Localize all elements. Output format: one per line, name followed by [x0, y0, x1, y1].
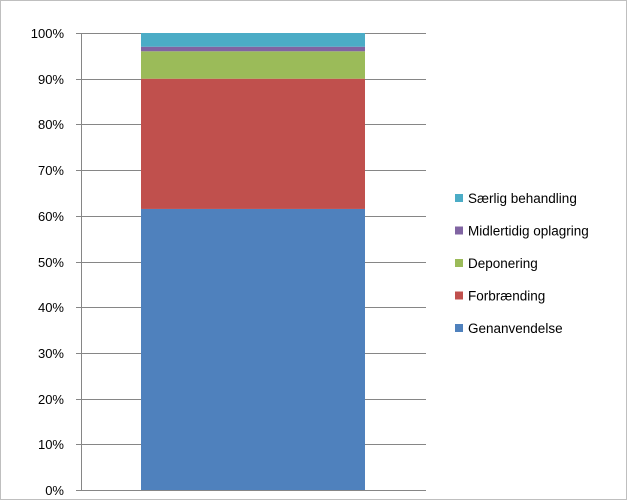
legend-label: Midlertidig oplagring: [468, 224, 589, 239]
legend-label: Deponering: [468, 256, 538, 271]
bar-segment-midlertidig-oplagring: [141, 46, 365, 52]
legend: Særlig behandling Midlertidig oplagring De…: [455, 191, 589, 336]
legend-swatch: [455, 226, 463, 235]
legend-label: Genanvendelse: [468, 321, 563, 336]
y-tick-label: 40%: [38, 300, 64, 315]
y-tick-label: 90%: [38, 72, 64, 87]
y-tick-label: 80%: [38, 117, 64, 132]
y-tick-label: 100%: [31, 26, 65, 41]
y-tick-label: 50%: [38, 255, 64, 270]
legend-swatch: [455, 291, 463, 300]
bar-segment-forbrænding: [141, 78, 365, 209]
legend-label: Forbrænding: [468, 289, 545, 304]
legend-label: Særlig behandling: [468, 191, 577, 206]
y-tick-label: 30%: [38, 346, 64, 361]
legend-swatch: [455, 324, 463, 332]
y-tick-label: 60%: [38, 209, 64, 224]
y-tick-label: 20%: [38, 392, 64, 407]
y-tick-labels: 0% 10% 20% 30% 40% 50% 60% 70% 80% 90% 100%: [31, 26, 65, 498]
y-tick-label: 0%: [45, 483, 64, 498]
bar-segment-genanvendelse: [141, 208, 365, 490]
bar-segment-deponering: [141, 51, 365, 79]
legend-swatch: [455, 194, 463, 202]
bar-segments: [141, 33, 365, 490]
legend-swatch: [455, 259, 463, 267]
y-tick-label: 70%: [38, 163, 64, 178]
bar-segment-særlig-behandling: [141, 33, 365, 47]
axes: [76, 33, 426, 491]
y-tick-label: 10%: [38, 437, 64, 452]
